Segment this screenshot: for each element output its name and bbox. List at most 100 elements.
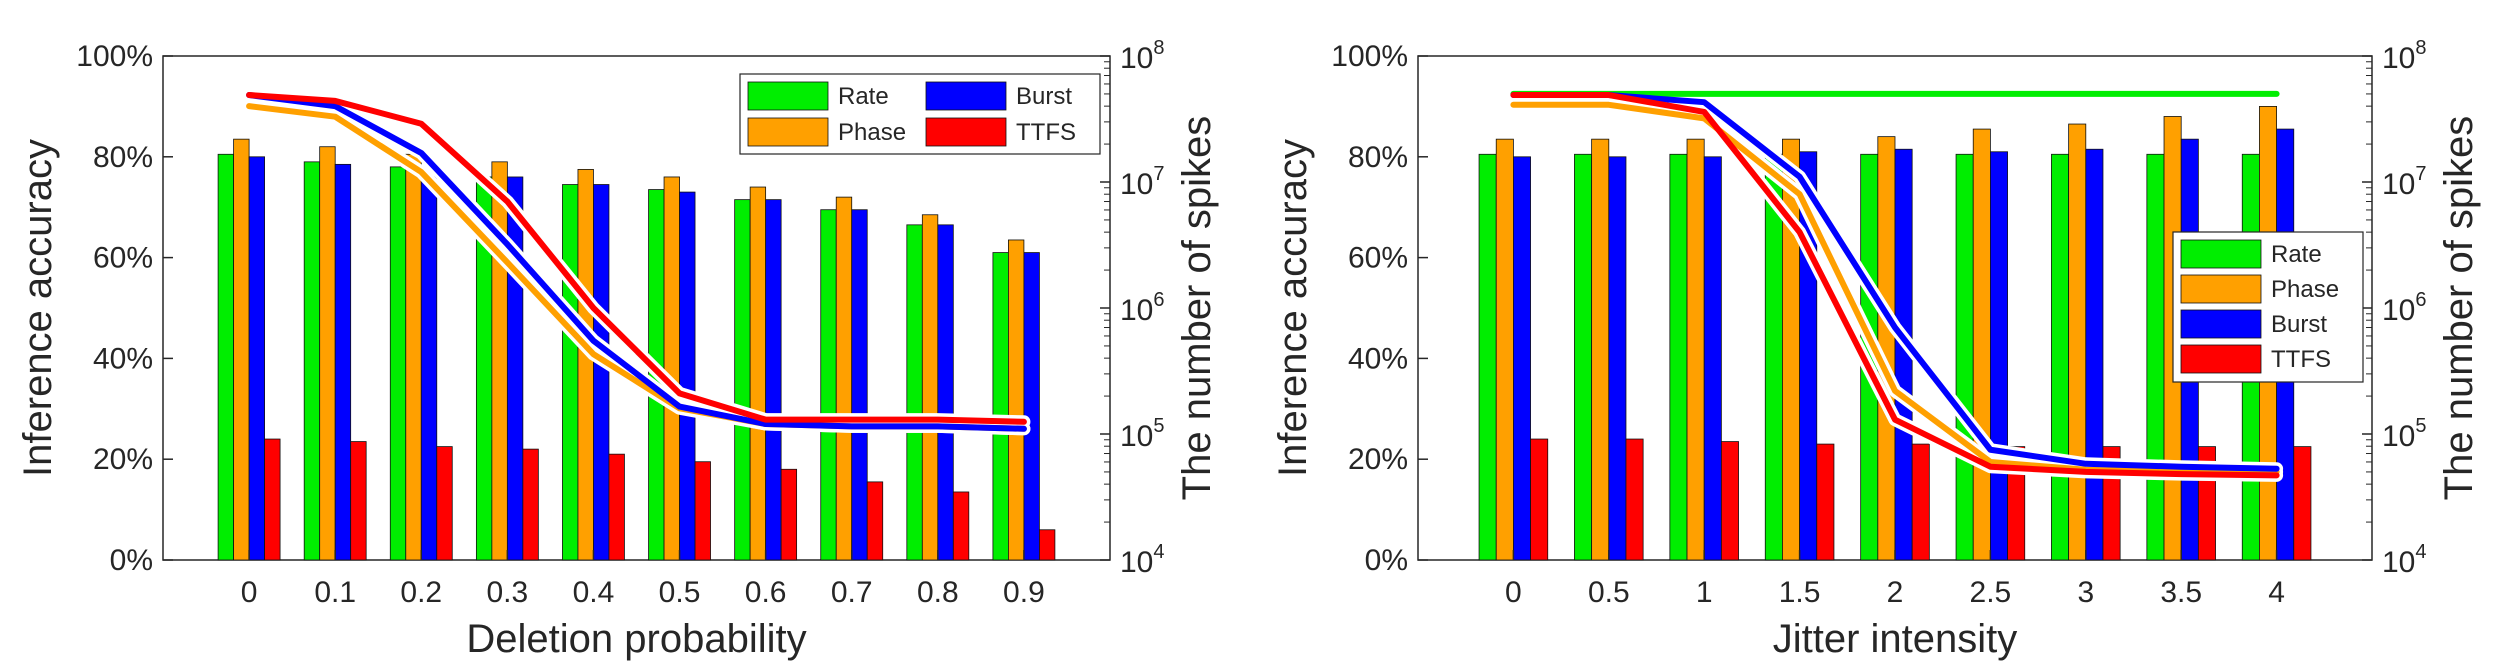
bar-phase-6 (2068, 123, 2087, 561)
bar-burst-2 (1703, 156, 1722, 561)
y2-tick-label: 106 (2382, 289, 2427, 327)
bar-rate-2 (1669, 153, 1688, 561)
bar-burst-2 (420, 176, 438, 561)
bar-burst-1 (1608, 156, 1627, 561)
x-tick-label: 1 (1696, 576, 1713, 609)
legend-label-rate: Rate (2271, 241, 2322, 268)
bar-phase-5 (1972, 128, 1991, 561)
y2-tick-base: 10 (1120, 420, 1153, 453)
y-axis-label-right: The number of spikes (2437, 116, 2481, 501)
y-tick-label: 20% (93, 443, 153, 476)
x-tick-label: 0.8 (917, 576, 959, 609)
bar-ttfs-7 (866, 481, 884, 561)
lines-group (1506, 87, 2284, 482)
bar-ttfs-0 (1530, 438, 1549, 561)
y-tick-label: 20% (1348, 443, 1408, 476)
legend-label-ttfs: TTFS (1016, 119, 1076, 146)
bar-burst-1 (334, 163, 352, 561)
x-tick-label: 0 (241, 576, 258, 609)
bar-ttfs-4 (608, 453, 625, 561)
x-tick-label: 0.2 (400, 576, 442, 609)
x-tick-label: 0.6 (745, 576, 787, 609)
legend-label-burst: Burst (1016, 83, 1072, 110)
y2-tick-label: 108 (1120, 37, 1165, 75)
y2-tick-label: 104 (2382, 541, 2427, 579)
y2-tick-exponent: 8 (1153, 37, 1164, 59)
bar-phase-1 (1591, 138, 1610, 561)
bar-phase-8 (921, 214, 939, 561)
y-tick-label: 100% (76, 40, 153, 73)
x-axis-label: Jitter intensity (1773, 617, 2018, 661)
bar-burst-3 (506, 176, 524, 561)
y2-tick-exponent: 7 (1153, 163, 1164, 185)
legend-swatch-ttfs (2180, 344, 2262, 374)
bar-burst-0 (248, 156, 265, 561)
x-tick-label: 0.3 (487, 576, 529, 609)
y2-tick-exponent: 7 (2415, 163, 2426, 185)
y-tick-label: 40% (1348, 342, 1408, 375)
y-axis-left: 0% 20% 40% 60% 80% 100% (76, 40, 173, 577)
bar-rate-4 (562, 184, 579, 561)
y2-tick-base: 10 (1120, 42, 1153, 75)
y2-tick-label: 107 (1120, 163, 1165, 201)
legend-swatch-burst (2180, 309, 2262, 339)
legend-swatch-burst (925, 81, 1007, 111)
bar-rate-1 (1574, 153, 1593, 561)
y-tick-label: 60% (93, 242, 153, 275)
bar-ttfs-2 (1720, 441, 1739, 561)
y-tick-label: 60% (1348, 242, 1408, 275)
bar-ttfs-1 (1625, 438, 1644, 561)
y2-tick-exponent: 4 (2415, 541, 2426, 563)
x-tick-label: 0.4 (573, 576, 615, 609)
x-tick-label: 1.5 (1779, 576, 1821, 609)
y-tick-label: 80% (93, 141, 153, 174)
y2-tick-base: 10 (2382, 168, 2415, 201)
legend-label-rate: Rate (838, 83, 889, 110)
legend-swatch-rate (2180, 239, 2262, 269)
y-tick-label: 40% (93, 342, 153, 375)
legend-swatch-phase (747, 117, 829, 147)
y2-tick-exponent: 6 (1153, 289, 1164, 311)
bar-phase-7 (835, 196, 853, 561)
bar-burst-9 (1023, 252, 1040, 561)
bar-rate-7 (820, 209, 837, 561)
bar-rate-8 (906, 224, 923, 561)
y2-tick-exponent: 4 (1153, 541, 1164, 563)
y-tick-label: 100% (1331, 40, 1408, 73)
y2-tick-label: 105 (2382, 415, 2427, 453)
y-tick-label: 0% (110, 544, 153, 577)
bar-ttfs-5 (2007, 446, 2026, 561)
bar-burst-5 (1990, 151, 2008, 561)
x-axis-label: Deletion probability (466, 617, 806, 661)
line-spikes-burst (1510, 92, 2280, 472)
x-tick-label: 2.5 (1970, 576, 2012, 609)
bar-burst-6 (765, 199, 782, 561)
bar-rate-9 (992, 252, 1009, 561)
bar-phase-1 (319, 146, 336, 561)
legend: Rate Phase Burst TTFS (2172, 231, 2364, 383)
bar-phase-0 (233, 138, 250, 561)
y2-tick-base: 10 (2382, 546, 2415, 579)
line-spikes-ttfs (246, 92, 1027, 425)
x-tick-label: 0.1 (314, 576, 356, 609)
bar-phase-2 (1686, 138, 1705, 561)
y2-tick-base: 10 (2382, 420, 2415, 453)
bar-rate-7 (2146, 153, 2165, 561)
bar-phase-2 (405, 153, 422, 561)
bar-rate-5 (1955, 153, 1974, 561)
bar-phase-4 (577, 168, 594, 561)
x-tick-label: 0.7 (831, 576, 873, 609)
y2-tick-label: 107 (2382, 163, 2427, 201)
y2-tick-base: 10 (1120, 294, 1153, 327)
bar-ttfs-8 (2293, 446, 2312, 561)
y-axis-label-left: Inference accuracy (16, 139, 60, 477)
y2-tick-exponent: 5 (1153, 415, 1164, 437)
bar-rate-2 (389, 166, 407, 561)
bar-phase-9 (1008, 239, 1025, 561)
x-tick-label: 0.5 (659, 576, 701, 609)
bar-ttfs-9 (1039, 529, 1056, 561)
bar-burst-0 (1513, 156, 1531, 561)
